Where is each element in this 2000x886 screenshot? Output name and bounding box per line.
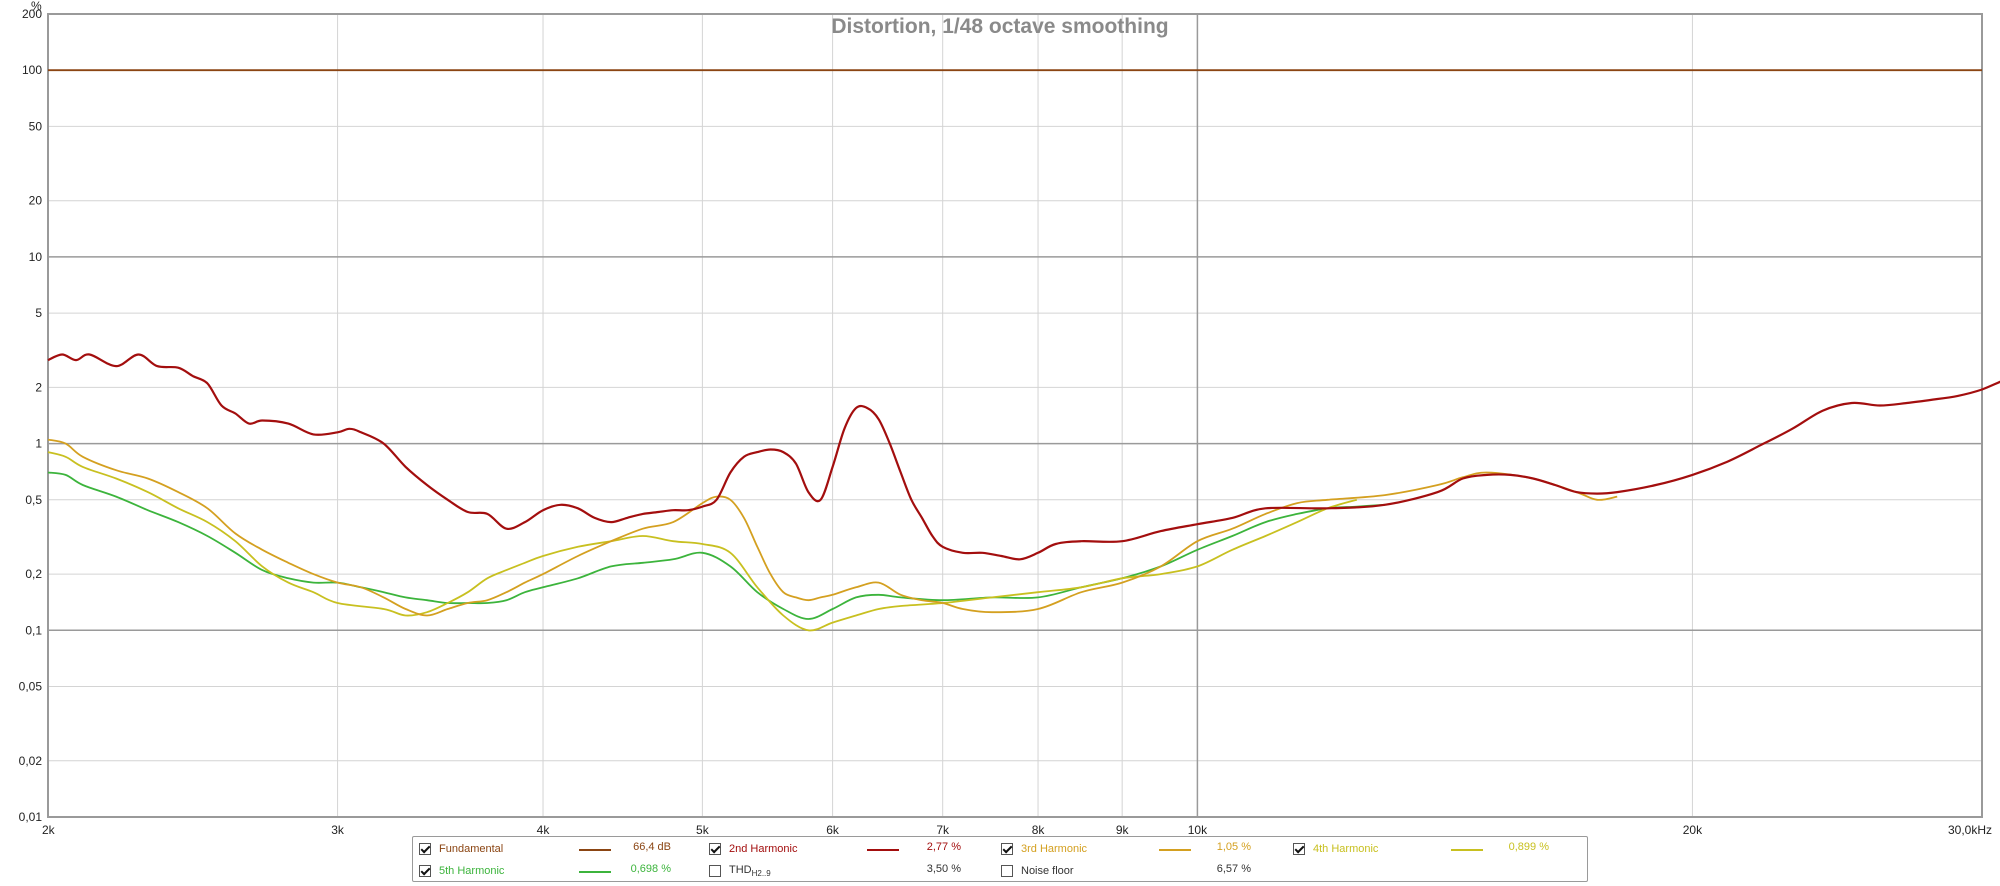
legend-checkbox-5th-harmonic[interactable] (419, 865, 431, 877)
x-tick-label: 9k (1116, 823, 1130, 837)
x-tick-label: 3k (331, 823, 345, 837)
x-tick-label: 2k (42, 823, 56, 837)
legend-label-thd-sub: H2..9 (751, 869, 771, 879)
legend-value-2nd-harmonic: 2,77 % (926, 841, 961, 853)
legend-label-noise-floor: Noise floor (1021, 865, 1074, 877)
x-tick-label: 8k (1032, 823, 1046, 837)
y-tick-label: 1 (35, 437, 42, 451)
y-axis-unit: % (31, 0, 42, 13)
plot-frame (47, 13, 1983, 818)
y-tick-label: 0,1 (25, 623, 42, 637)
grid-major (48, 14, 1982, 817)
y-tick-label: 0,02 (19, 754, 43, 768)
series-layer (47, 69, 2000, 632)
legend-value-fundamental: 66,4 dB (633, 841, 671, 853)
legend-checkbox-fundamental[interactable] (419, 843, 431, 855)
y-tick-label: 10 (29, 250, 43, 264)
x-tick-label: 4k (537, 823, 551, 837)
legend-label-5th-harmonic: 5th Harmonic (439, 865, 505, 877)
legend-swatch-fundamental (579, 849, 611, 851)
y-tick-label: 200 (22, 7, 42, 21)
x-tick-label: 7k (936, 823, 950, 837)
legend-label-3rd-harmonic: 3rd Harmonic (1021, 843, 1088, 855)
series-line-3rd-harmonic (47, 438, 1618, 617)
y-tick-label: 20 (29, 194, 43, 208)
x-axis-labels: 2k 3k 4k 5k 6k 7k 8k 9k 10k 20k 30,0kHz (42, 823, 1992, 837)
legend-swatch-2nd-harmonic (867, 849, 899, 851)
legend-swatch-5th-harmonic (579, 871, 611, 873)
legend: Fundamental 66,4 dB 2nd Harmonic 2,77 % … (412, 836, 1588, 882)
legend-value-4th-harmonic: 0,899 % (1508, 841, 1549, 853)
y-tick-label: 2 (35, 380, 42, 394)
legend-item-fundamental[interactable]: Fundamental (419, 839, 503, 859)
legend-label-2nd-harmonic: 2nd Harmonic (729, 843, 798, 855)
legend-checkbox-3rd-harmonic[interactable] (1001, 843, 1013, 855)
legend-checkbox-noise-floor[interactable] (1001, 865, 1013, 877)
legend-label-4th-harmonic: 4th Harmonic (1313, 843, 1379, 855)
legend-swatch-3rd-harmonic (1159, 849, 1191, 851)
x-tick-label: 10k (1188, 823, 1208, 837)
legend-item-noise-floor[interactable]: Noise floor (1001, 861, 1074, 881)
x-tick-label: 20k (1683, 823, 1703, 837)
chart-title: Distortion, 1/48 octave smoothing (831, 15, 1168, 38)
legend-value-3rd-harmonic: 1,05 % (1216, 841, 1251, 853)
x-tick-label: 5k (696, 823, 710, 837)
x-tick-label: 6k (826, 823, 840, 837)
legend-value-thd: 3,50 % (926, 863, 961, 875)
y-tick-label: 0,01 (19, 810, 43, 824)
y-tick-label: 0,05 (19, 680, 43, 694)
legend-item-4th-harmonic[interactable]: 4th Harmonic (1293, 839, 1378, 859)
series-line-2nd-harmonic (47, 353, 2000, 561)
y-tick-label: 50 (29, 119, 43, 133)
y-tick-label: 100 (22, 63, 42, 77)
legend-swatch-4th-harmonic (1451, 849, 1483, 851)
legend-item-thd[interactable]: THDH2..9 (709, 861, 771, 881)
y-axis-labels: 200 100 50 20 10 5 2 1 0,5 0,2 0,1 0,05 0,02 0,01 (19, 7, 43, 824)
grid-minor (48, 14, 1982, 817)
legend-item-5th-harmonic[interactable]: 5th Harmonic (419, 861, 504, 881)
legend-label-thd-main: THD (729, 863, 752, 876)
legend-item-2nd-harmonic[interactable]: 2nd Harmonic (709, 839, 797, 859)
series-line-4th-harmonic (47, 451, 1358, 632)
y-tick-label: 0,2 (25, 567, 42, 581)
legend-label-fundamental: Fundamental (439, 843, 504, 855)
legend-value-5th-harmonic: 0,698 % (630, 863, 671, 875)
legend-value-noise-floor: 6,57 % (1216, 863, 1251, 875)
legend-checkbox-thd[interactable] (709, 865, 721, 877)
legend-label-thd: THDH2..9 (729, 864, 771, 878)
legend-item-3rd-harmonic[interactable]: 3rd Harmonic (1001, 839, 1087, 859)
y-tick-label: 0,5 (25, 493, 42, 507)
legend-checkbox-2nd-harmonic[interactable] (709, 843, 721, 855)
y-tick-label: 5 (35, 306, 42, 320)
legend-checkbox-4th-harmonic[interactable] (1293, 843, 1305, 855)
x-tick-label: 30,0kHz (1948, 823, 1992, 837)
